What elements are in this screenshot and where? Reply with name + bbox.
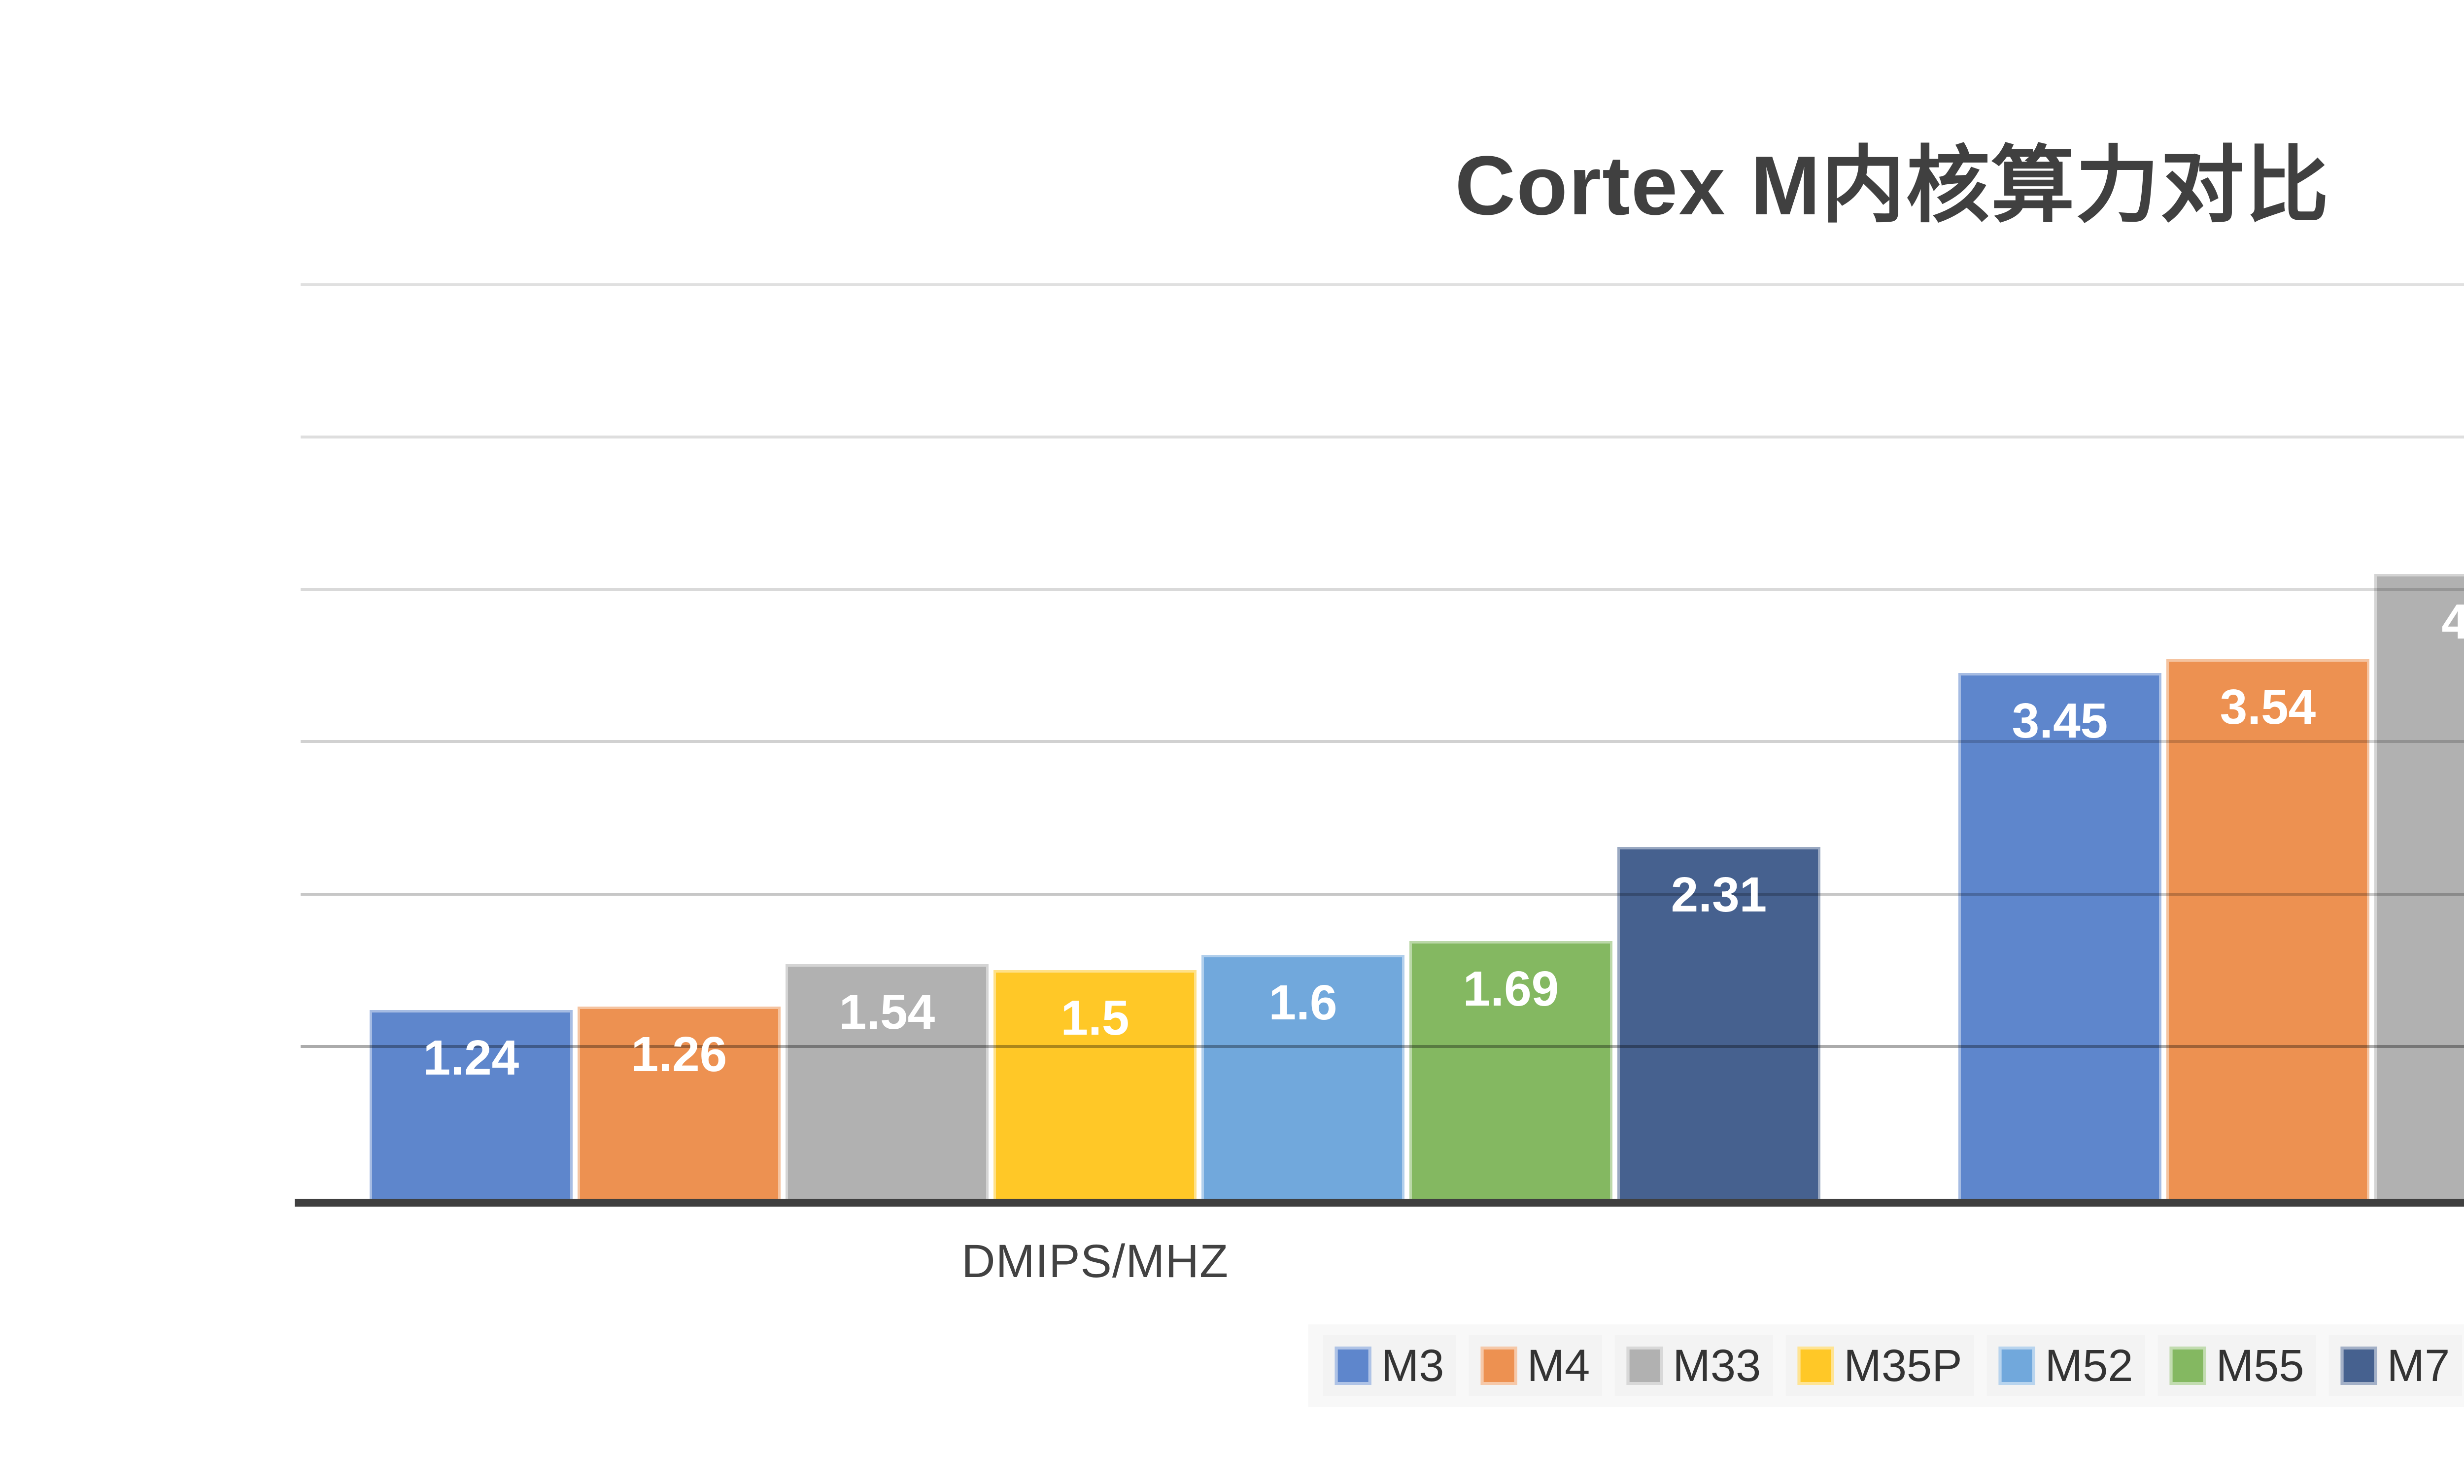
legend-item-m52[interactable]: M52: [1986, 1335, 2145, 1396]
bar-value-label: 1.69: [1463, 961, 1559, 1017]
gridline-3: [301, 740, 2464, 743]
legend-swatch-m52: [1998, 1347, 2035, 1385]
legend-label: M7: [2387, 1341, 2450, 1391]
bar-value-label: 1.6: [1268, 975, 1337, 1031]
x-axis-line: [295, 1199, 2464, 1207]
legend-label: M35P: [1844, 1341, 1962, 1391]
legend-swatch-m4: [1480, 1347, 1517, 1385]
bar-m3-coremark/mhz[interactable]: [1958, 673, 2161, 1199]
bar-value-label: 2.31: [1671, 867, 1767, 922]
legend-swatch-m33: [1626, 1347, 1663, 1385]
bar-m7-dmips/mhz[interactable]: [1617, 846, 1820, 1199]
gridline-2: [301, 892, 2464, 896]
x-axis-label-dmips/mhz: DMIPS/MHZ: [961, 1235, 1229, 1287]
bar-m55-dmips/mhz[interactable]: [1409, 941, 1612, 1199]
bar-value-label: 1.54: [839, 984, 935, 1040]
bar-value-label: 3.45: [2012, 693, 2108, 749]
legend-label: M4: [1527, 1341, 1590, 1391]
gridline-4: [301, 588, 2464, 591]
bar-m4-dmips/mhz[interactable]: [578, 1007, 781, 1199]
legend-item-m4[interactable]: M4: [1469, 1335, 1602, 1396]
legend-item-m55[interactable]: M55: [2157, 1335, 2316, 1396]
bar-m35p-dmips/mhz[interactable]: [993, 970, 1197, 1199]
legend-swatch-m7: [2340, 1347, 2377, 1385]
legend-label: M33: [1673, 1341, 1761, 1391]
legend-label: M55: [2216, 1341, 2304, 1391]
bar-value-label: 1.24: [423, 1030, 519, 1085]
legend-swatch-m3: [1335, 1347, 1371, 1385]
bar-m4-coremark/mhz[interactable]: [2166, 659, 2369, 1199]
legend-label: M52: [2045, 1341, 2133, 1391]
legend-swatch-m55: [2169, 1347, 2206, 1385]
gridline-6: [301, 283, 2464, 286]
bar-value-label: 3.54: [2220, 679, 2316, 735]
legend: M3 M4 M33 M35P M52 M55 M7: [1308, 1324, 2464, 1407]
bar-value-label: 1.26: [631, 1027, 727, 1082]
bar-m3-dmips/mhz[interactable]: [370, 1010, 573, 1199]
legend-swatch-m35p: [1797, 1347, 1834, 1385]
bar-m33-coremark/mhz[interactable]: [2374, 574, 2464, 1199]
bar-value-label: 4.1: [2441, 594, 2464, 650]
legend-item-m7[interactable]: M7: [2328, 1335, 2462, 1396]
gridline-1: [301, 1045, 2464, 1048]
legend-item-m3[interactable]: M3: [1323, 1335, 1456, 1396]
legend-item-m35p[interactable]: M35P: [1785, 1335, 1974, 1396]
chart-title: Cortex M内核算力对比: [1455, 139, 2330, 233]
bar-m33-dmips/mhz[interactable]: [786, 964, 989, 1199]
bar-value-label: 1.5: [1061, 990, 1129, 1046]
bar-m52-dmips/mhz[interactable]: [1201, 955, 1404, 1199]
x-axis-label-coremark/mhz: COREMARK/MHZ: [1958, 1235, 2464, 1288]
legend-label: M3: [1381, 1341, 1444, 1391]
gridline-5: [301, 436, 2464, 438]
legend-item-m33[interactable]: M33: [1614, 1335, 1773, 1396]
